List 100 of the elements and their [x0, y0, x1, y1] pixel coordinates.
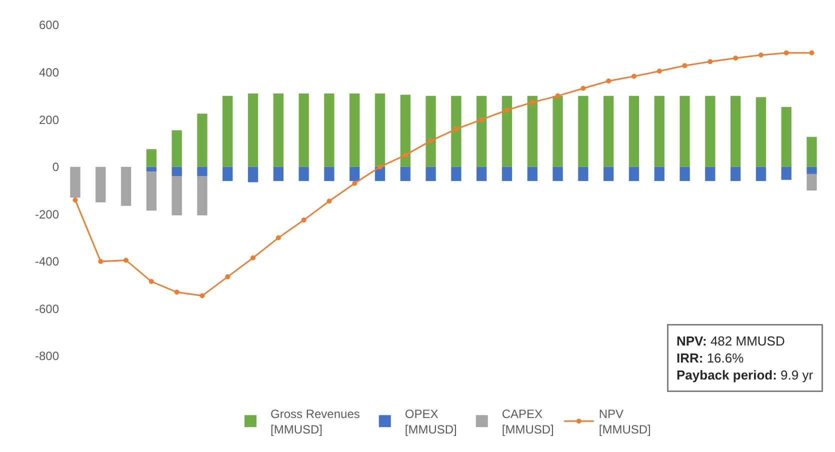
- legend-label: NPV [MMUSD]: [598, 407, 651, 437]
- bar: [146, 166, 157, 172]
- point: [72, 197, 78, 202]
- point: [606, 78, 612, 84]
- bar: [705, 166, 716, 182]
- point: [200, 293, 205, 298]
- annotation: NPV: 482 MMUSD: [676, 334, 785, 348]
- bar: [604, 166, 614, 182]
- bar: [730, 166, 741, 182]
- point: [530, 100, 535, 105]
- bar: [781, 166, 792, 180]
- y-tick-label: -200: [34, 207, 60, 222]
- bar: [806, 166, 817, 174]
- bar: [502, 166, 512, 182]
- point: [428, 138, 434, 144]
- point: [276, 235, 281, 240]
- bar: [502, 96, 512, 167]
- point: [479, 117, 484, 122]
- point: [758, 52, 764, 58]
- legend-label: OPEX [MMUSD]: [404, 407, 457, 437]
- point: [784, 50, 789, 56]
- annotation: IRR: 16.6%: [676, 350, 744, 366]
- point: [98, 258, 104, 264]
- y-tick-label: -800: [34, 349, 60, 364]
- bar: [70, 166, 80, 198]
- point: [225, 274, 230, 280]
- bar: [781, 107, 792, 167]
- bar: [680, 96, 690, 167]
- point: [454, 126, 459, 132]
- point: [124, 258, 129, 263]
- bar: [146, 172, 157, 211]
- point: [174, 290, 180, 295]
- bar: [324, 94, 334, 167]
- bar: [476, 96, 487, 167]
- point: [378, 164, 383, 170]
- bar: [324, 166, 334, 182]
- bar: [730, 96, 741, 167]
- point: [631, 74, 636, 79]
- bar: [654, 166, 664, 182]
- bar: [756, 97, 766, 167]
- bar: [426, 166, 436, 182]
- bar: [120, 166, 132, 206]
- point: [682, 63, 688, 68]
- bar: [96, 166, 106, 202]
- legend-label: CAPEX [MMUSD]: [502, 407, 554, 437]
- point: [402, 152, 408, 158]
- bar: [527, 166, 538, 182]
- bar: [756, 166, 766, 182]
- bar: [273, 166, 284, 182]
- legend-label: Gross Revenues [MMUSD]: [270, 407, 360, 437]
- point: [580, 86, 586, 91]
- bar: [476, 166, 487, 182]
- bar: [578, 96, 588, 167]
- bar: [350, 166, 360, 182]
- y-tick-label: 400: [38, 65, 60, 80]
- point: [504, 108, 510, 113]
- point: [301, 218, 306, 223]
- bar: [248, 166, 258, 182]
- bar: [273, 94, 284, 167]
- y-tick-label: -600: [34, 302, 60, 316]
- y-tick-label: 200: [38, 112, 60, 127]
- point: [250, 255, 256, 260]
- bar: [298, 166, 309, 182]
- bar: [350, 94, 360, 167]
- y-tick-label: -400: [34, 254, 60, 269]
- y-tick-label: 600: [38, 18, 60, 32]
- bar: [451, 166, 462, 182]
- bar: [172, 166, 182, 176]
- bar: [172, 176, 182, 216]
- bar: [197, 176, 208, 216]
- point: [656, 68, 662, 74]
- bar: [197, 114, 208, 167]
- bar: [628, 96, 640, 167]
- point: [555, 93, 560, 98]
- bar: [705, 96, 716, 167]
- bar: [298, 94, 309, 167]
- point: [809, 50, 814, 56]
- bar: [527, 96, 538, 167]
- bar: [604, 96, 614, 167]
- bar: [654, 96, 664, 167]
- bar: [400, 166, 410, 182]
- bar: [426, 96, 436, 167]
- bar: [400, 94, 410, 167]
- y-tick-label: 0: [52, 160, 60, 174]
- bar: [806, 136, 817, 167]
- bar: [680, 166, 690, 182]
- point: [148, 279, 154, 284]
- text: Payback period: 9.9 yr: [676, 367, 814, 382]
- bar: [628, 166, 640, 182]
- bar: [578, 166, 588, 182]
- bar: [806, 174, 817, 190]
- bar: [374, 94, 386, 167]
- bar: [197, 166, 208, 176]
- point: [733, 56, 738, 61]
- bar: [146, 149, 157, 167]
- point: [352, 180, 358, 186]
- bar: [552, 96, 563, 167]
- bar: [172, 130, 182, 167]
- bar: [222, 96, 233, 167]
- bar: [451, 96, 462, 167]
